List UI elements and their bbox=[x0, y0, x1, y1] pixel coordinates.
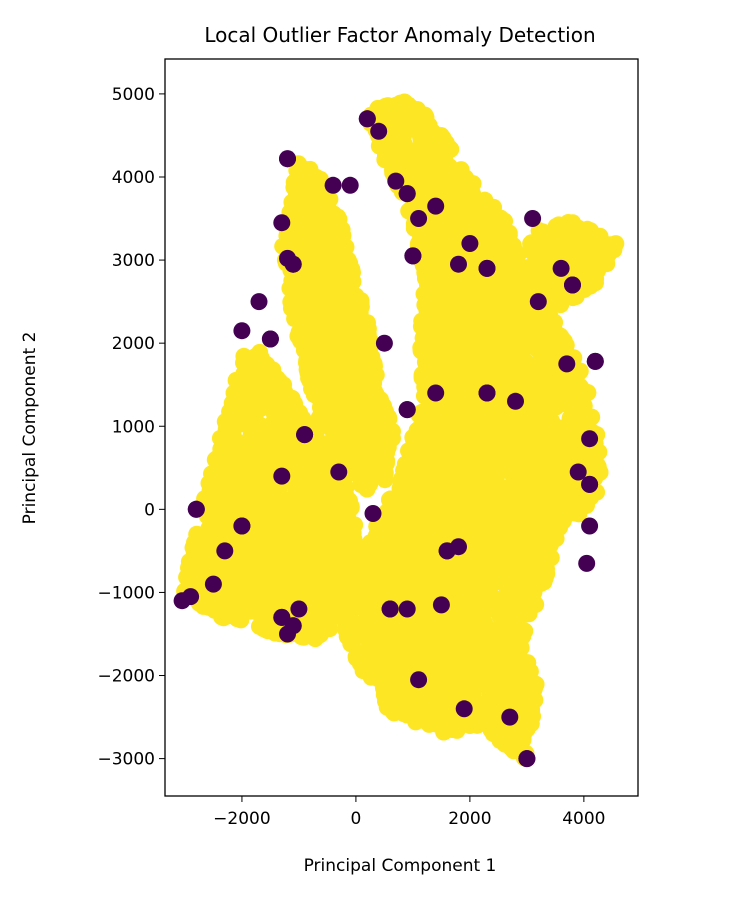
inlier-point bbox=[265, 398, 282, 416]
inlier-point bbox=[304, 207, 322, 225]
inlier-point bbox=[212, 440, 230, 458]
inlier-point bbox=[308, 170, 325, 188]
plot-area bbox=[173, 93, 625, 768]
inlier-point bbox=[237, 359, 255, 377]
inlier-point bbox=[303, 489, 320, 506]
inlier-point bbox=[269, 452, 287, 469]
inlier-point bbox=[283, 400, 301, 418]
inlier-point bbox=[262, 373, 280, 390]
inlier-point bbox=[280, 438, 298, 456]
inlier-point bbox=[342, 294, 360, 312]
inlier-point bbox=[339, 270, 357, 288]
inlier-point bbox=[219, 457, 237, 475]
inlier-point bbox=[282, 423, 300, 441]
inlier-point bbox=[255, 425, 273, 443]
inlier-point bbox=[339, 251, 357, 269]
inlier-point bbox=[290, 168, 307, 186]
inlier-point bbox=[319, 293, 337, 311]
inlier-point bbox=[325, 221, 343, 239]
inlier-point bbox=[294, 315, 312, 333]
inlier-point bbox=[305, 578, 323, 596]
inlier-point bbox=[313, 476, 331, 494]
inlier-point bbox=[323, 262, 341, 280]
inlier-point bbox=[319, 526, 337, 544]
inlier-point bbox=[199, 540, 217, 558]
inlier-point bbox=[297, 298, 315, 315]
inlier-point bbox=[239, 400, 256, 418]
inlier-point bbox=[322, 442, 340, 459]
inlier-point bbox=[235, 444, 253, 462]
inlier-point bbox=[185, 544, 203, 562]
chart-title: Local Outlier Factor Anomaly Detection bbox=[204, 23, 595, 47]
inlier-point bbox=[228, 610, 246, 628]
inlier-point bbox=[338, 527, 356, 544]
inlier-point bbox=[287, 580, 305, 598]
inlier-point bbox=[223, 595, 241, 613]
inlier-point bbox=[323, 544, 341, 561]
inlier-point bbox=[273, 585, 291, 603]
inlier-point bbox=[274, 381, 292, 399]
inlier-point bbox=[194, 586, 212, 604]
inlier-point bbox=[225, 434, 243, 451]
inlier-point bbox=[242, 420, 260, 438]
inlier-point bbox=[320, 563, 338, 581]
inlier-point bbox=[300, 236, 318, 254]
inlier-point bbox=[325, 205, 343, 223]
inlier-point bbox=[316, 610, 334, 628]
inlier-points bbox=[176, 93, 625, 767]
inlier-point bbox=[317, 247, 334, 265]
inlier-point bbox=[201, 482, 219, 500]
inlier-point bbox=[346, 319, 364, 337]
inlier-point bbox=[358, 480, 376, 498]
inlier-point bbox=[256, 602, 274, 620]
inlier-point bbox=[300, 268, 318, 285]
inlier-point bbox=[247, 348, 264, 365]
inlier-point bbox=[339, 509, 357, 527]
